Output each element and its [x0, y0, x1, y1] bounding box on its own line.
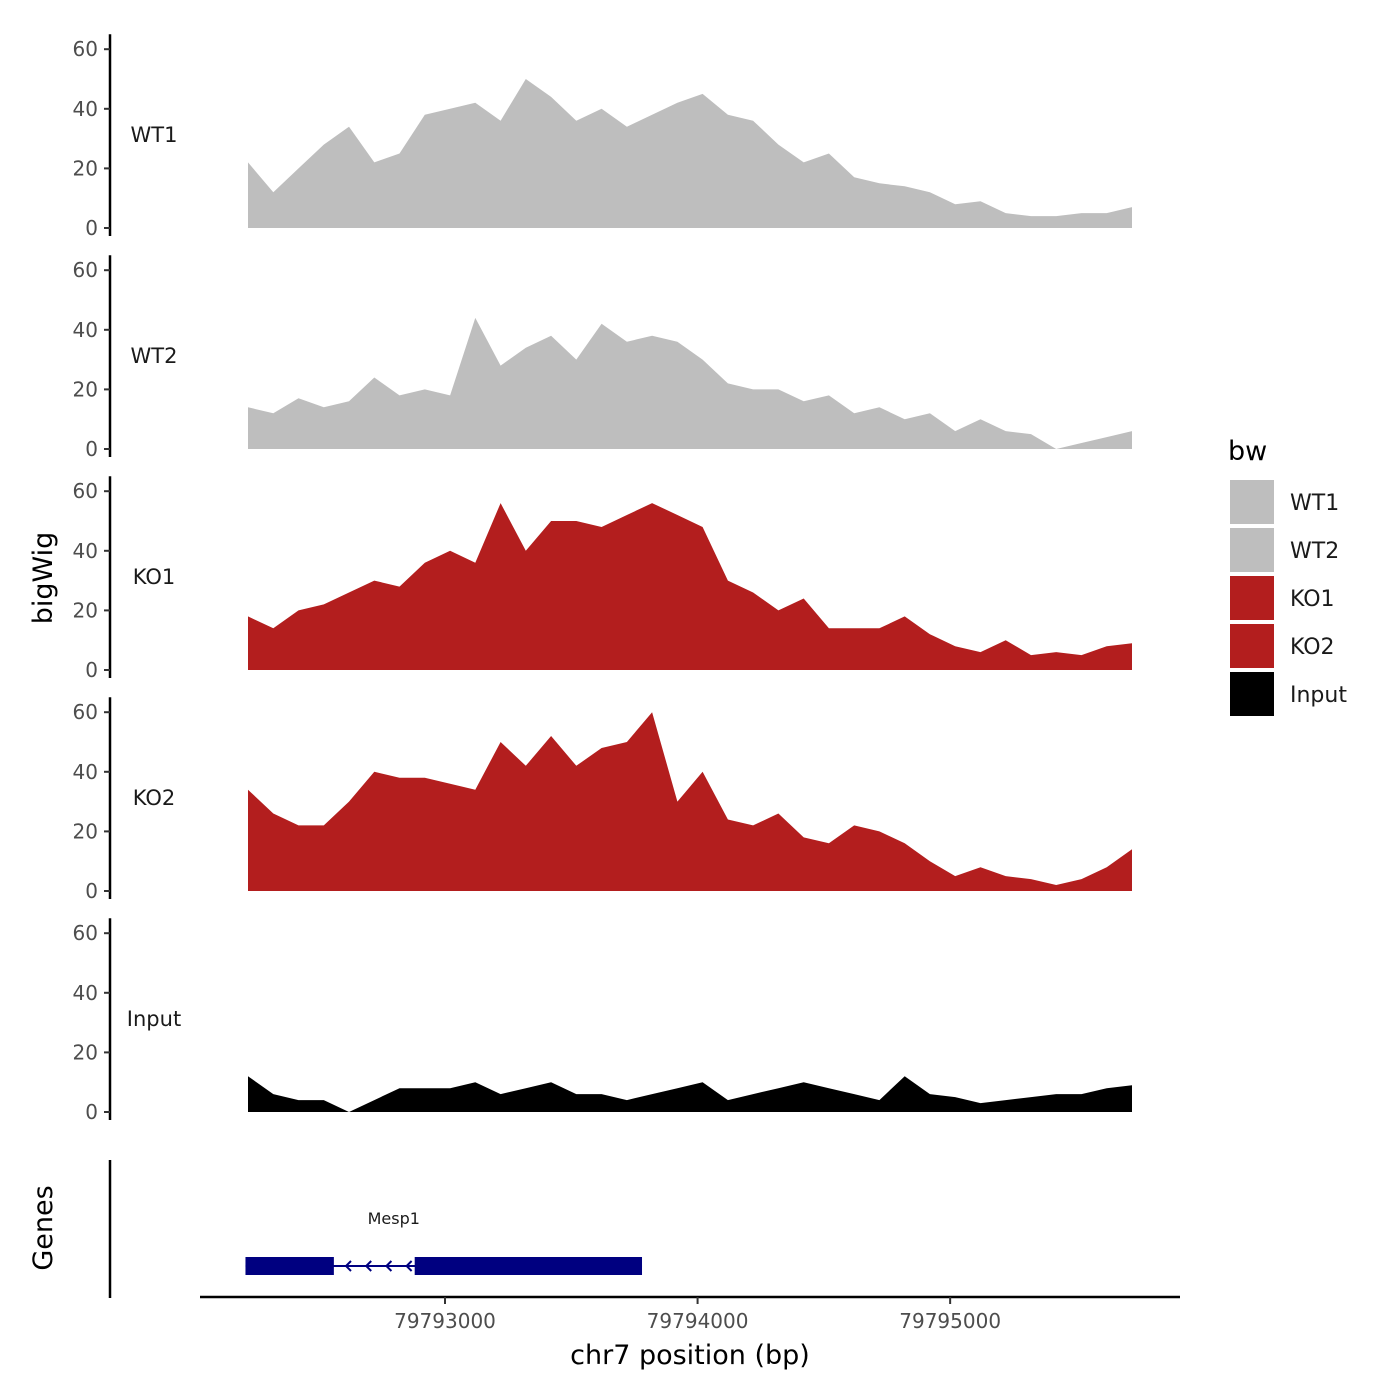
track-ko2: 0 20 40 60 KO2	[73, 697, 1132, 903]
track-label: KO1	[133, 565, 176, 589]
y-tick-label: 40	[73, 318, 98, 342]
legend-label: WT1	[1290, 491, 1339, 516]
legend-item-ko2: KO2	[1230, 624, 1335, 668]
y-tick-label: 20	[73, 156, 98, 180]
y-tick-label: 40	[73, 981, 98, 1005]
track-label: KO2	[133, 786, 176, 810]
track-label: Input	[127, 1007, 181, 1031]
y-tick-label: 20	[73, 598, 98, 622]
genes-track: Genes Mesp1	[28, 1160, 643, 1298]
track-wt2: 0 20 40 60 WT2	[73, 255, 1132, 461]
x-axis-title: chr7 position (bp)	[570, 1340, 810, 1371]
y-tick-label: 60	[73, 921, 98, 945]
legend-item-input: Input	[1230, 672, 1347, 716]
signal-tracks: 0 20 40 60 WT1 0 20 40 60 WT2 0 20 40 60 KO1 0 20 40 60 KO2…	[73, 34, 1132, 1124]
y-tick-label: 60	[73, 258, 98, 282]
strand-arrow	[344, 1260, 352, 1272]
track-wt1: 0 20 40 60 WT1	[73, 34, 1132, 240]
y-tick-label: 20	[73, 1040, 98, 1064]
y-tick-label: 60	[73, 700, 98, 724]
gene-name-label: Mesp1	[368, 1209, 420, 1228]
y-tick-label: 60	[73, 37, 98, 61]
series-area-wt1	[248, 79, 1132, 228]
gene-mesp1: Mesp1	[245, 1209, 643, 1275]
strand-arrow	[364, 1260, 372, 1272]
gene-exon	[414, 1257, 643, 1275]
y-tick-label: 0	[85, 437, 98, 461]
series-area-ko2	[248, 712, 1132, 891]
track-label: WT1	[131, 123, 178, 147]
legend-label: Input	[1290, 683, 1347, 708]
y-tick-label: 20	[73, 377, 98, 401]
series-area-wt2	[248, 317, 1132, 449]
legend-label: KO1	[1290, 587, 1335, 612]
x-axis: 79793000 79794000 79795000	[200, 1295, 1180, 1333]
y-tick-label: 0	[85, 216, 98, 240]
legend-swatch	[1230, 480, 1274, 524]
y-tick-label: 60	[73, 479, 98, 503]
series-area-input	[248, 1076, 1132, 1112]
y-tick-label: 40	[73, 539, 98, 563]
series-area-ko1	[248, 503, 1132, 670]
track-ko1: 0 20 40 60 KO1	[73, 476, 1132, 682]
y-tick-label: 40	[73, 97, 98, 121]
legend-item-wt1: WT1	[1230, 480, 1339, 524]
legend-item-ko1: KO1	[1230, 576, 1335, 620]
legend-item-wt2: WT2	[1230, 528, 1339, 572]
x-tick-label: 79794000	[647, 1309, 749, 1333]
legend-swatch	[1230, 672, 1274, 716]
legend-label: KO2	[1290, 635, 1335, 660]
y-tick-label: 0	[85, 879, 98, 903]
y-tick-label: 0	[85, 658, 98, 682]
legend-swatch	[1230, 624, 1274, 668]
legend-title: bw	[1228, 436, 1267, 467]
y-tick-label: 40	[73, 760, 98, 784]
track-label: WT2	[131, 344, 178, 368]
legend: bw WT1 WT2 KO1 KO2 Input	[1228, 436, 1347, 716]
x-tick-label: 79793000	[394, 1309, 496, 1333]
legend-swatch	[1230, 528, 1274, 572]
genes-track-label: Genes	[28, 1185, 59, 1270]
gene-exon	[245, 1257, 334, 1275]
strand-arrow	[405, 1260, 413, 1272]
legend-label: WT2	[1290, 539, 1339, 564]
y-tick-label: 20	[73, 819, 98, 843]
y-axis-title: bigWig	[28, 532, 59, 625]
x-tick-label: 79795000	[899, 1309, 1001, 1333]
strand-arrow	[384, 1260, 393, 1272]
y-tick-label: 0	[85, 1100, 98, 1124]
track-input: 0 20 40 60 Input	[73, 918, 1132, 1124]
legend-swatch	[1230, 576, 1274, 620]
